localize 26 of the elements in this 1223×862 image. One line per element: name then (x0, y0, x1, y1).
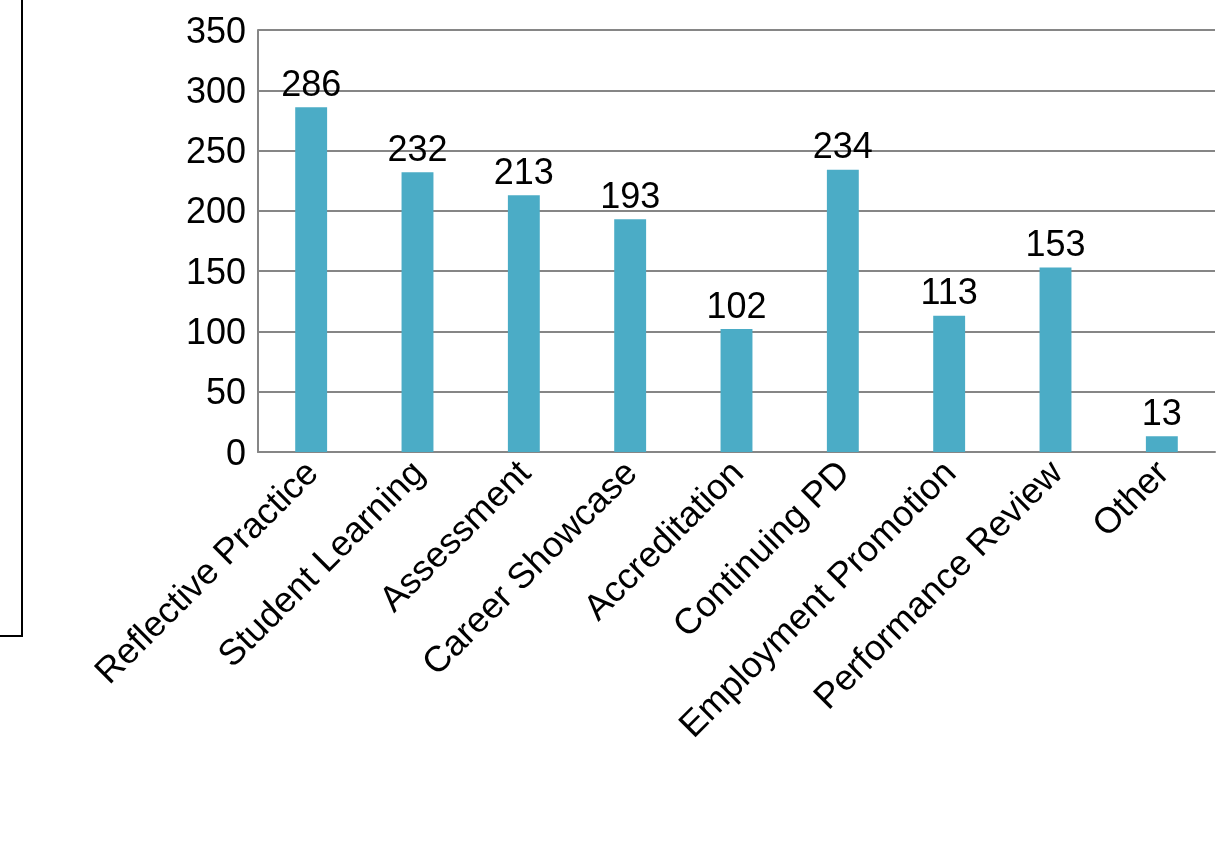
y-tick-label: 250 (185, 130, 246, 172)
bar (295, 107, 328, 452)
data-label: 153 (1025, 223, 1086, 265)
y-tick-label: 350 (185, 9, 246, 51)
data-label: 234 (812, 125, 873, 167)
y-tick-label: 200 (185, 190, 246, 232)
bar (1039, 267, 1072, 452)
bar (401, 172, 434, 452)
data-label: 113 (920, 271, 978, 313)
y-tick-label: 300 (185, 69, 246, 111)
bar (933, 315, 966, 452)
bar (720, 329, 753, 452)
y-tick-label: 150 (185, 250, 246, 292)
data-label: 13 (1141, 391, 1182, 433)
y-tick-label: 100 (185, 310, 246, 352)
data-label: 232 (387, 127, 448, 169)
y-tick-label: 0 (225, 431, 246, 473)
bar (507, 195, 540, 452)
data-label: 102 (706, 284, 767, 326)
data-label: 193 (600, 174, 661, 216)
data-label: 213 (493, 150, 554, 192)
bar (614, 219, 647, 452)
y-tick-label: 50 (205, 371, 246, 413)
bar (826, 169, 859, 452)
data-label: 286 (281, 62, 342, 104)
bar (1145, 436, 1178, 452)
